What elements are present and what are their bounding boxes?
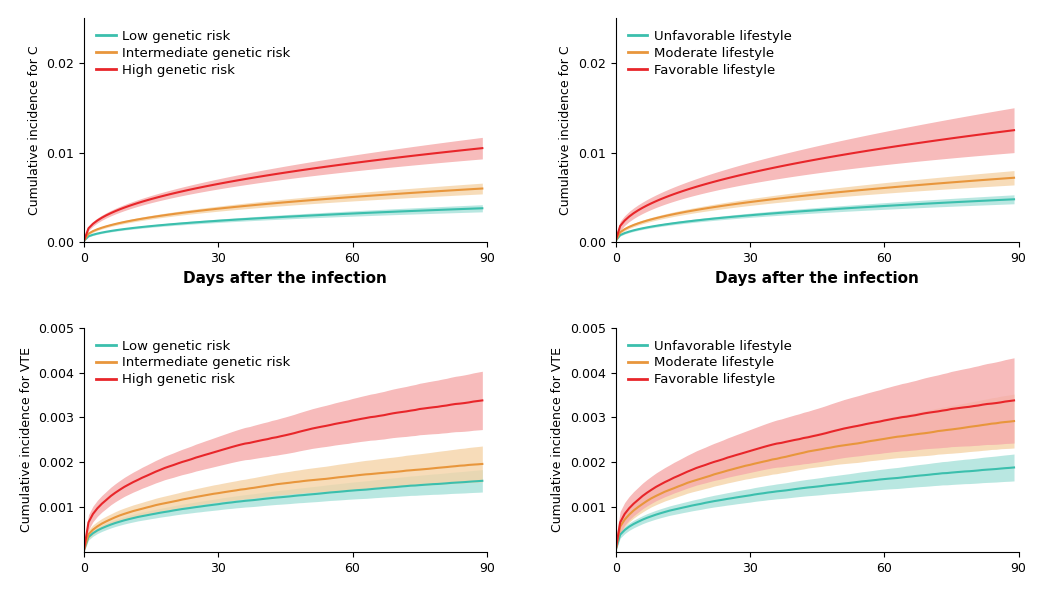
Legend: Low genetic risk, Intermediate genetic risk, High genetic risk: Low genetic risk, Intermediate genetic r… [90, 334, 296, 392]
Y-axis label: Cumulative incidence for VTE: Cumulative incidence for VTE [20, 347, 33, 532]
Y-axis label: Cumulative incidence for VTE: Cumulative incidence for VTE [551, 347, 565, 532]
X-axis label: Days after the infection: Days after the infection [715, 271, 919, 286]
Legend: Unfavorable lifestyle, Moderate lifestyle, Favorable lifestyle: Unfavorable lifestyle, Moderate lifestyl… [623, 25, 797, 82]
X-axis label: Days after the infection: Days after the infection [184, 271, 387, 286]
Legend: Low genetic risk, Intermediate genetic risk, High genetic risk: Low genetic risk, Intermediate genetic r… [90, 25, 296, 82]
Y-axis label: Cumulative incidence for C: Cumulative incidence for C [560, 46, 572, 215]
Legend: Unfavorable lifestyle, Moderate lifestyle, Favorable lifestyle: Unfavorable lifestyle, Moderate lifestyl… [623, 334, 797, 392]
Y-axis label: Cumulative incidence for C: Cumulative incidence for C [27, 46, 41, 215]
